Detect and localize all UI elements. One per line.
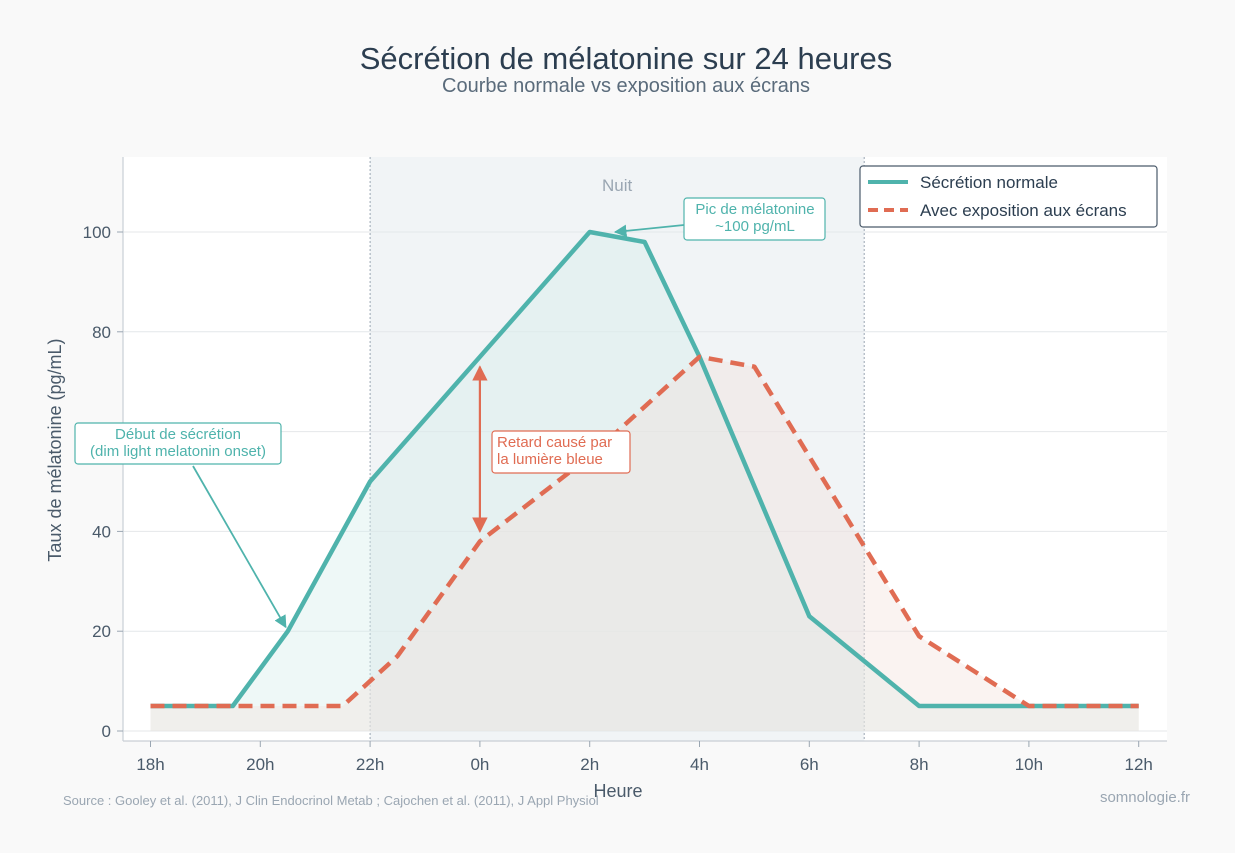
annotation-onset-line-1: (dim light melatonin onset) [90, 443, 266, 460]
x-tick-label-20h: 20h [246, 755, 274, 774]
chart-subtitle: Courbe normale vs exposition aux écrans [442, 75, 810, 97]
plot-area [123, 157, 1167, 741]
series-fill-1 [150, 356, 1139, 731]
legend-box [859, 165, 1158, 228]
y-axis-label: Taux de mélatonine (pg/mL) [45, 338, 65, 561]
y-tick-label-40: 40 [92, 522, 111, 541]
annotation-peak-arrow [613, 224, 685, 238]
source-note: Source : Gooley et al. (2011), J Clin En… [63, 793, 599, 808]
annotation-onset-line-0: Début de sécrétion [115, 426, 241, 443]
y-tick-label-100: 100 [83, 223, 111, 242]
x-tick-label-12h: 12h [1125, 755, 1153, 774]
annotation-peak-box [683, 197, 826, 241]
series-fill-0 [150, 232, 1139, 731]
y-tick-label-0: 0 [102, 722, 111, 741]
annotation-delay-box [491, 430, 631, 474]
y-tick-label-20: 20 [92, 622, 111, 641]
series-line-1 [150, 354, 1139, 709]
annotation-delay-line-1: la lumière bleue [497, 451, 603, 468]
annotation-onset-arrow [192, 465, 287, 629]
night-label: Nuit [602, 176, 633, 195]
x-tick-label-2h: 2h [580, 755, 599, 774]
legend-label-normal: Sécrétion normale [920, 173, 1058, 192]
x-axis-label: Heure [593, 781, 642, 801]
chart-title: Sécrétion de mélatonine sur 24 heures [360, 41, 893, 76]
x-tick-label-10h: 10h [1015, 755, 1043, 774]
x-tick-label-4h: 4h [690, 755, 709, 774]
y-tick-label-80: 80 [92, 323, 111, 342]
legend: Sécrétion normale Avec exposition aux éc… [859, 165, 1158, 228]
x-tick-label-22h: 22h [356, 755, 384, 774]
x-tick-label-0h: 0h [470, 755, 489, 774]
brand-label: somnologie.fr [1100, 789, 1190, 806]
annotation-onset-box [74, 422, 282, 465]
x-tick-label-6h: 6h [800, 755, 819, 774]
annotation-delay-line-0: Retard causé par [497, 434, 612, 451]
x-tick-label-18h: 18h [136, 755, 164, 774]
annotation-peak-line-0: Pic de mélatonine [695, 201, 814, 218]
x-tick-label-8h: 8h [910, 755, 929, 774]
legend-label-screens: Avec exposition aux écrans [920, 201, 1127, 220]
annotation-peak-line-1: ~100 pg/mL [715, 218, 795, 235]
